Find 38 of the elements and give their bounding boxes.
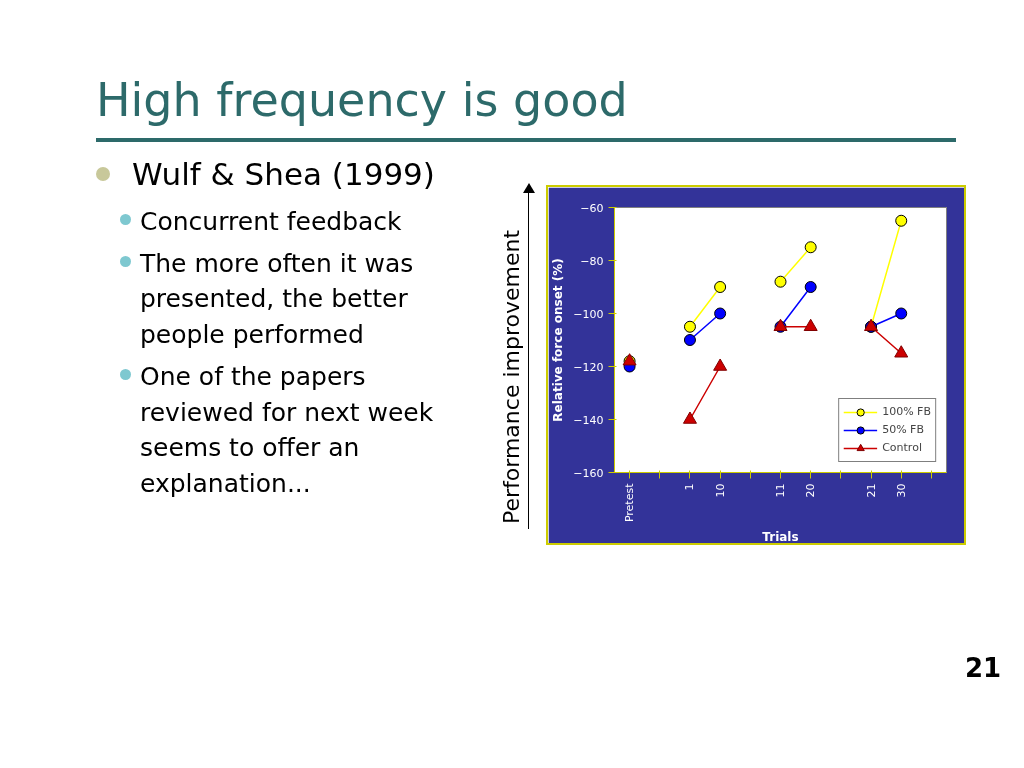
- x-tick-label: Pretest: [623, 482, 637, 522]
- point: [714, 280, 727, 293]
- y-tick-label: −160: [573, 466, 604, 480]
- point: [803, 318, 818, 331]
- x-tick-label: 1: [683, 483, 697, 491]
- point: [894, 344, 909, 358]
- legend-label: Control: [882, 440, 922, 457]
- x-tick-label: 21: [864, 483, 878, 498]
- text: Wulf & Shea (1999): [132, 154, 435, 194]
- y-axis-title: Relative force onset (%): [551, 258, 566, 422]
- y-tick-label: −60: [580, 201, 604, 215]
- x-axis-title: Trials: [762, 529, 799, 544]
- y-tick-label: −100: [573, 307, 604, 321]
- text: 21: [965, 651, 1002, 685]
- x-tick-label: 10: [713, 483, 727, 498]
- point: [895, 214, 908, 227]
- text: Performance improvement: [498, 229, 525, 524]
- point: [683, 333, 696, 346]
- x-tick-label: 30: [894, 483, 908, 498]
- point: [714, 307, 727, 320]
- point: [682, 411, 697, 424]
- point: [713, 358, 728, 371]
- y-tick-label: −80: [580, 254, 604, 268]
- point: [774, 275, 787, 288]
- text: One of the papers reviewed for next week seems to offer an explanation...: [140, 360, 435, 500]
- chart-title: High frequency is good: [96, 68, 956, 142]
- y-tick-label: −120: [573, 360, 604, 374]
- point: [683, 320, 696, 333]
- x-tick-label: 11: [774, 483, 787, 498]
- legend-label: 100% FB: [882, 404, 931, 421]
- point: [895, 307, 908, 320]
- point: [804, 280, 817, 293]
- point: [804, 240, 817, 253]
- text: The more often it was presented, the better people performed: [140, 247, 415, 352]
- text: Concurrent feedback: [140, 206, 402, 238]
- x-tick-label: 20: [804, 483, 818, 498]
- legend-label: 50% FB: [882, 422, 924, 439]
- y-tick-label: −140: [573, 413, 604, 427]
